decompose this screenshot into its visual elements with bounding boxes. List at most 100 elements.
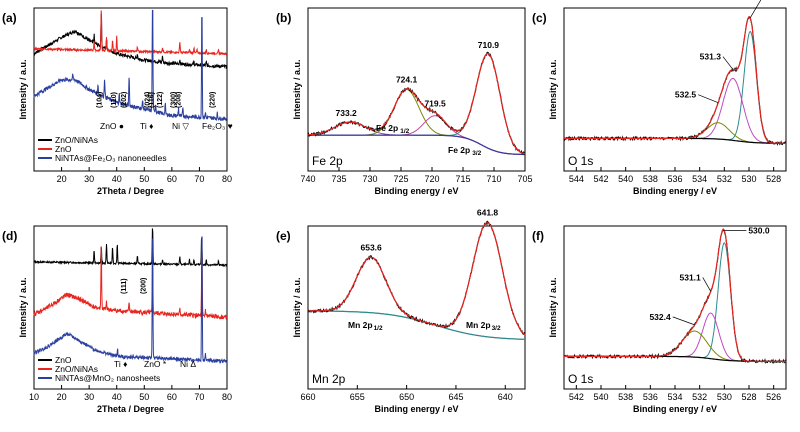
- hkl-annotation: (116): [148, 92, 155, 108]
- hkl-annotation: (220): [209, 92, 216, 108]
- doublet-label: Fe 2p 3/2: [448, 145, 482, 157]
- x-tick-label: 60: [167, 174, 177, 184]
- x-tick-label: 735: [331, 174, 346, 184]
- legend-label: ZnO/NiNAs: [55, 364, 98, 374]
- x-tick-label: 640: [498, 392, 513, 402]
- plot-frame: [33, 7, 228, 172]
- marker-key-item: Ni Δ: [180, 359, 196, 369]
- x-tick-label: 538: [643, 174, 658, 184]
- hkl-annotation: (110): [111, 92, 118, 108]
- x-tick-label: 536: [667, 174, 682, 184]
- x-tick-label: 530: [741, 174, 756, 184]
- panel-e: 660 655 650 645 640 Binding energy / eV Intens…: [276, 208, 526, 414]
- raw-spectrum: [563, 228, 786, 364]
- peak-arrow: [672, 316, 695, 326]
- panel-a: 20 30 40 50 60 70 80 2Theta / Degree Intensity /…: [2, 7, 233, 196]
- spectrum-label: Fe 2p: [312, 154, 343, 168]
- fit-component: [564, 30, 786, 144]
- raw-spectrum: [308, 220, 526, 335]
- panel-f: 542 540 538 536 534 532 530 528 526 Binding energ…: [532, 225, 787, 414]
- x-axis-title: 2Theta / Degree: [97, 404, 164, 414]
- x-tick-label: 730: [362, 174, 377, 184]
- fit-envelope: [564, 16, 786, 144]
- legend-label: NiNTAs@Fe₂O₃ nanoneedles: [55, 153, 167, 163]
- x-tick-label: 538: [618, 392, 633, 402]
- legend-label: ZnO: [55, 144, 72, 154]
- series-line: [33, 10, 228, 56]
- x-tick-label: 20: [57, 174, 67, 184]
- x-tick-label: 50: [139, 392, 149, 402]
- peak-label: 733.2: [336, 108, 358, 118]
- fit-component: [308, 89, 525, 155]
- fit-envelope: [308, 53, 526, 155]
- peak-label: 641.8: [477, 208, 499, 218]
- series-line: [33, 13, 228, 69]
- x-tick-label: 528: [741, 392, 756, 402]
- x-tick-label: 20: [57, 392, 67, 402]
- x-axis-title: Binding energy / eV: [374, 404, 458, 414]
- peak-label: 653.6: [360, 242, 382, 252]
- fit-component: [564, 122, 786, 144]
- panel-label: (c): [532, 11, 547, 25]
- series-line: [33, 236, 228, 365]
- fit-background: [308, 134, 525, 156]
- panel-d: 10 20 30 40 50 60 70 80 2Theta / Degree Intensity…: [2, 225, 232, 414]
- x-tick-label: 30: [84, 174, 94, 184]
- y-axis-title: Intensity / a.u.: [292, 277, 302, 337]
- x-axis-title: Binding energy / eV: [633, 186, 717, 196]
- x-tick-label: 710: [486, 174, 501, 184]
- doublet-label: Mn 2p3/2: [466, 320, 501, 332]
- fit-component: [564, 78, 786, 144]
- hkl-annotation: (200): [141, 278, 148, 294]
- fit-component: [564, 312, 786, 362]
- x-tick-label: 655: [350, 392, 365, 402]
- legend-label: NiNTAs@MnO₂ nanosheets: [55, 373, 160, 383]
- panel-label: (e): [276, 229, 291, 243]
- fit-component: [564, 242, 786, 362]
- peak-label: 719.5: [424, 98, 446, 108]
- spectrum-label: O 1s: [568, 154, 593, 168]
- hkl-annotation: (122): [157, 92, 164, 108]
- hkl-annotation: (111): [121, 278, 128, 294]
- panel-c: 544 542 540 538 536 534 532 530 528 Binding energ…: [532, 0, 787, 196]
- hkl-annotation: (208): [175, 92, 182, 108]
- x-tick-label: 650: [399, 392, 414, 402]
- x-tick-label: 740: [300, 174, 315, 184]
- x-tick-label: 80: [222, 392, 232, 402]
- peak-label: 531.1: [679, 272, 701, 282]
- spectrum-label: Mn 2p: [312, 372, 346, 386]
- hkl-annotation: (300): [170, 92, 177, 108]
- x-tick-label: 70: [194, 392, 204, 402]
- hkl-annotation: (202): [121, 92, 128, 108]
- x-tick-label: 544: [569, 174, 584, 184]
- panel-label: (b): [276, 11, 291, 25]
- x-tick-label: 40: [112, 174, 122, 184]
- x-tick-label: 80: [222, 174, 232, 184]
- series-line: [33, 246, 228, 320]
- x-tick-label: 60: [167, 392, 177, 402]
- x-tick-label: 50: [139, 174, 149, 184]
- plot-frame: [33, 225, 228, 390]
- series-line: [33, 9, 228, 122]
- x-tick-label: 645: [448, 392, 463, 402]
- fit-envelope: [308, 222, 526, 336]
- peak-label: 531.3: [700, 52, 722, 62]
- raw-spectrum: [307, 51, 526, 155]
- doublet-label: Mn 2p1/2: [348, 320, 383, 332]
- panel-b: 740 735 730 725 720 715 710 705 Binding energy /…: [276, 7, 533, 196]
- marker-key-item: ZnO *: [144, 359, 167, 369]
- x-tick-label: 720: [424, 174, 439, 184]
- peak-label: 710.9: [478, 40, 500, 50]
- marker-key-item: Ti ♦: [114, 359, 128, 369]
- y-axis-title: Intensity / a.u.: [548, 59, 558, 119]
- x-tick-label: 536: [643, 392, 658, 402]
- x-tick-label: 10: [29, 392, 39, 402]
- y-axis-title: Intensity / a.u.: [292, 59, 302, 119]
- hkl-annotation: (024): [145, 92, 152, 108]
- y-axis-title: Intensity / a.u.: [18, 277, 28, 337]
- x-tick-label: 30: [84, 392, 94, 402]
- x-tick-label: 40: [112, 392, 122, 402]
- peak-label: 532.4: [649, 312, 671, 322]
- x-tick-label: 534: [667, 392, 682, 402]
